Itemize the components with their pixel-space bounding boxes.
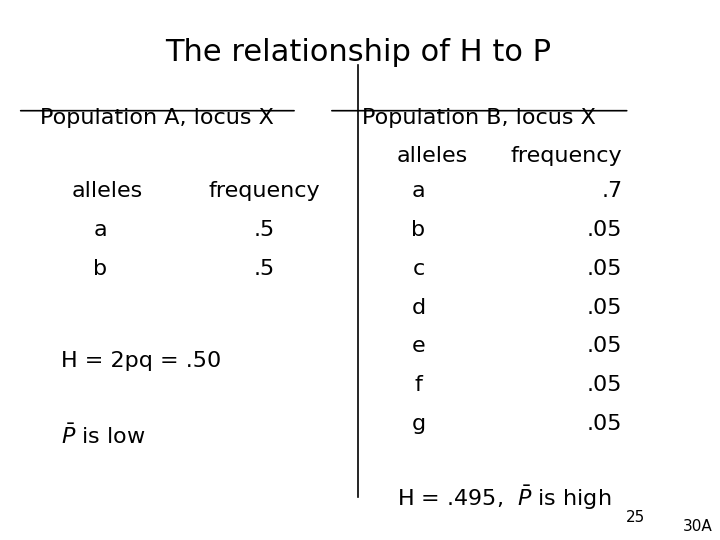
Text: $\bar{P}$ is low: $\bar{P}$ is low [60,424,145,448]
Text: b: b [93,259,107,279]
Text: .05: .05 [587,414,622,434]
Text: 25: 25 [626,510,645,525]
Text: g: g [411,414,426,434]
Text: H = .495,  $\bar{P}$ is high: H = .495, $\bar{P}$ is high [397,483,611,512]
Text: d: d [411,298,426,318]
Text: 30A: 30A [683,518,713,534]
Text: a: a [412,181,426,201]
Text: H = 2pq = .50: H = 2pq = .50 [60,351,221,371]
Text: frequency: frequency [510,146,622,166]
Text: .05: .05 [587,220,622,240]
Text: .05: .05 [587,336,622,356]
Text: .5: .5 [254,220,275,240]
Text: a: a [94,220,107,240]
Text: .05: .05 [587,259,622,279]
Text: c: c [413,259,425,279]
Text: frequency: frequency [209,181,320,201]
Text: .7: .7 [601,181,622,201]
Text: alleles: alleles [397,146,468,166]
Text: .05: .05 [587,375,622,395]
Text: b: b [411,220,426,240]
Text: .05: .05 [587,298,622,318]
Text: Population B, locus X: Population B, locus X [362,108,596,128]
Text: alleles: alleles [71,181,143,201]
Text: e: e [412,336,426,356]
Text: Population A, locus X: Population A, locus X [40,108,274,128]
Text: The relationship of H to P: The relationship of H to P [165,38,551,67]
Text: .5: .5 [254,259,275,279]
Text: f: f [415,375,423,395]
